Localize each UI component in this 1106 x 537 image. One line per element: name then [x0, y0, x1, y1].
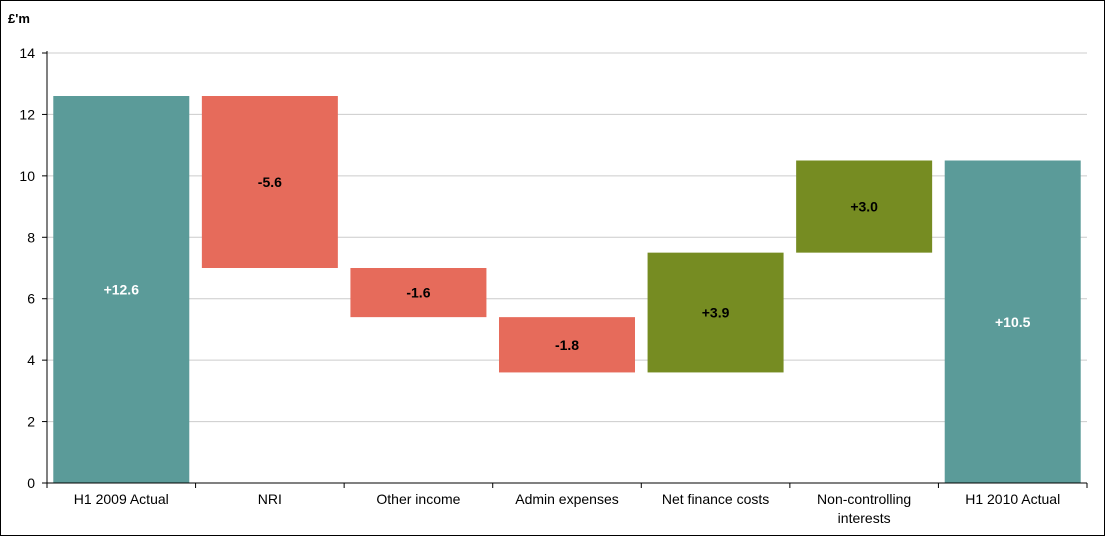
x-tick-label-line: Other income — [376, 491, 460, 507]
bar — [796, 160, 933, 253]
x-tick-label-line: Non-controlling — [817, 491, 911, 507]
y-tick-label: 8 — [27, 229, 35, 245]
data-label: -1.6 — [406, 285, 430, 301]
data-label: +3.0 — [850, 199, 878, 215]
x-tick-label: Admin expenses — [515, 491, 619, 507]
data-label: -5.6 — [258, 174, 282, 190]
bar — [944, 160, 1081, 483]
x-tick-label: H1 2009 Actual — [74, 491, 169, 507]
x-tick-label-line: H1 2009 Actual — [74, 491, 169, 507]
y-axis-unit-label: £'m — [8, 11, 30, 26]
x-tick-label: NRI — [258, 491, 282, 507]
x-tick-label-line: H1 2010 Actual — [965, 491, 1060, 507]
bar — [53, 96, 190, 483]
x-tick-label-line: Admin expenses — [515, 491, 619, 507]
y-tick-label: 0 — [27, 475, 35, 491]
x-tick-label: H1 2010 Actual — [965, 491, 1060, 507]
y-tick-label: 12 — [19, 106, 35, 122]
bar — [647, 252, 784, 373]
data-label: -1.8 — [555, 337, 579, 353]
y-tick-label: 4 — [27, 352, 35, 368]
y-tick-label: 10 — [19, 168, 35, 184]
bar — [201, 96, 338, 268]
bar — [350, 268, 487, 318]
y-tick-label: 14 — [19, 45, 35, 61]
data-label: +12.6 — [104, 282, 140, 298]
x-tick-label: Other income — [376, 491, 460, 507]
data-label: +3.9 — [702, 305, 730, 321]
y-tick-label: 6 — [27, 291, 35, 307]
x-tick-label-line: NRI — [258, 491, 282, 507]
x-tick-label: Net finance costs — [662, 491, 769, 507]
x-tick-label: Non-controlling interests — [817, 491, 911, 526]
x-tick-label-line: Net finance costs — [662, 491, 769, 507]
data-label: +10.5 — [995, 314, 1031, 330]
bar — [499, 317, 635, 373]
x-tick-label-line: interests — [838, 510, 891, 526]
y-tick-label: 2 — [27, 414, 35, 430]
